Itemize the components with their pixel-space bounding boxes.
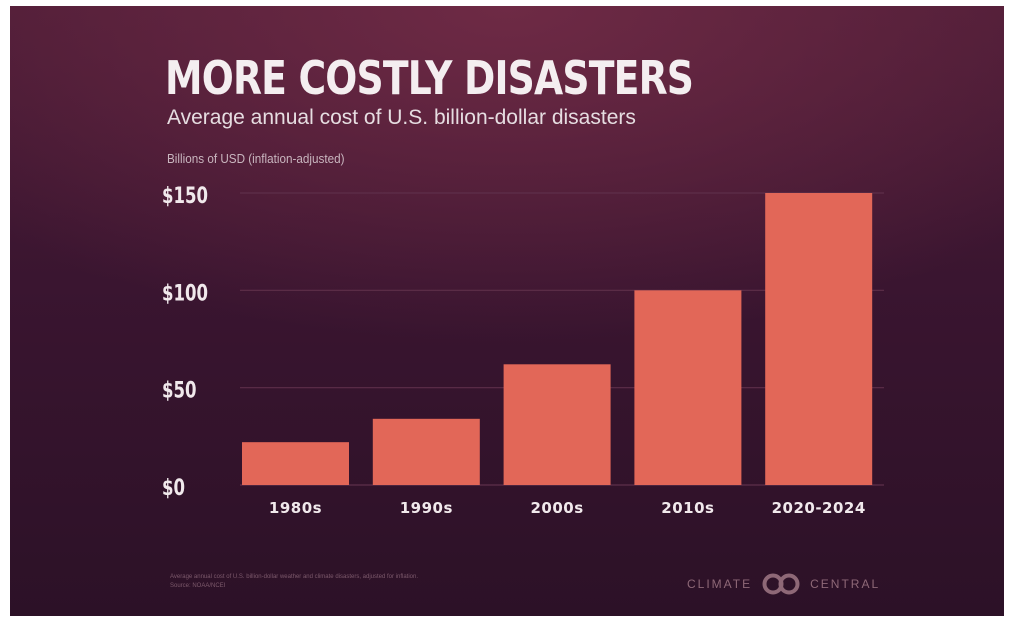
- logo-text-right: CENTRAL: [810, 577, 881, 591]
- x-tick-label: 1990s: [400, 499, 453, 517]
- bar-chart: $0 $50 $100 $150 1980s 1990s 2000s 2010s 2020-20…: [162, 184, 884, 517]
- chart-subtitle: Average annual cost of U.S. billion-doll…: [167, 106, 636, 129]
- footnote-source: Source: NOAA/NCEI: [170, 583, 226, 589]
- bar: [634, 290, 742, 485]
- bar: [503, 364, 611, 485]
- logo-text-left: CLIMATE: [687, 577, 753, 591]
- climate-central-logo: CLIMATE CENTRAL: [687, 572, 880, 596]
- footnote: Average annual cost of U.S. billion-doll…: [170, 573, 650, 591]
- x-tick-label: 2020-2024: [772, 499, 866, 517]
- logo-mark-icon: [762, 573, 800, 595]
- y-axis-unit-label: Billions of USD (inflation-adjusted): [167, 151, 345, 166]
- y-tick-label: $50: [162, 379, 197, 404]
- y-tick-label: $100: [162, 281, 208, 306]
- x-tick-label: 1980s: [269, 499, 322, 517]
- footnote-text: Average annual cost of U.S. billion-doll…: [170, 574, 419, 580]
- y-tick-label: $150: [162, 184, 208, 209]
- chart-card: MORE COSTLY DISASTERS Average annual cos…: [10, 6, 1004, 616]
- x-tick-label: 2000s: [531, 499, 584, 517]
- chart-title: MORE COSTLY DISASTERS: [165, 51, 694, 105]
- x-tick-label: 2010s: [661, 499, 714, 517]
- y-tick-label: $0: [162, 476, 185, 501]
- bar: [242, 442, 349, 485]
- bar: [372, 418, 480, 485]
- bar: [765, 193, 873, 485]
